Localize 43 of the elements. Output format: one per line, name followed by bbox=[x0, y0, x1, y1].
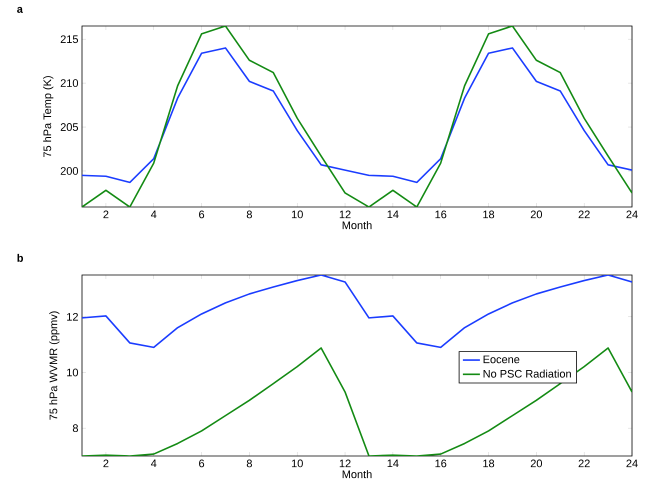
legend-label: No PSC Radiation bbox=[484, 370, 571, 378]
x-tick-label: 14 bbox=[388, 460, 399, 468]
y-axis-title: 75 hPa Temp (K) bbox=[43, 76, 54, 158]
line-series bbox=[82, 47, 632, 184]
y-tick-label: 12 bbox=[67, 312, 78, 321]
x-tick-label: 8 bbox=[246, 210, 252, 218]
y-tick-label: 8 bbox=[72, 424, 78, 432]
y-tick-label: 200 bbox=[60, 167, 78, 175]
x-axis-title: Month bbox=[342, 470, 372, 478]
x-tick-label: 24 bbox=[626, 210, 638, 218]
x-tick-label: 6 bbox=[199, 460, 204, 468]
x-tick-label: 20 bbox=[530, 460, 542, 468]
x-tick-label: 22 bbox=[578, 210, 590, 218]
x-tick-label: 4 bbox=[150, 210, 156, 218]
x-tick-label: 18 bbox=[483, 210, 494, 218]
x-tick-label: 2 bbox=[103, 460, 108, 468]
x-tick-label: 20 bbox=[530, 210, 542, 218]
x-tick-label: 10 bbox=[292, 460, 303, 468]
x-tick-label: 14 bbox=[388, 210, 399, 218]
x-tick-label: 16 bbox=[435, 460, 446, 468]
x-tick-label: 6 bbox=[199, 210, 204, 218]
x-tick-label: 16 bbox=[435, 210, 446, 218]
x-tick-label: 12 bbox=[340, 210, 351, 218]
x-tick-label: 18 bbox=[483, 460, 494, 468]
line-series bbox=[82, 275, 632, 348]
legend-label: Eocene bbox=[484, 356, 520, 364]
chart-title: a bbox=[17, 6, 23, 13]
x-axis-title: Month bbox=[342, 221, 372, 230]
x-tick-label: 22 bbox=[578, 460, 590, 468]
x-tick-label: 24 bbox=[626, 460, 638, 468]
line-series bbox=[82, 26, 632, 208]
y-axis-title: 75 hPa WVMR (ppmv) bbox=[49, 311, 60, 420]
x-tick-label: 4 bbox=[150, 460, 156, 468]
x-tick-label: 10 bbox=[292, 210, 303, 218]
chart-title: b bbox=[17, 254, 24, 262]
x-tick-label: 8 bbox=[246, 460, 252, 468]
y-tick-label: 205 bbox=[60, 123, 78, 131]
y-tick-label: 210 bbox=[60, 79, 78, 87]
x-tick-label: 2 bbox=[103, 210, 108, 218]
line-series bbox=[82, 347, 632, 456]
x-tick-label: 12 bbox=[340, 460, 351, 468]
y-tick-label: 10 bbox=[67, 368, 78, 376]
y-tick-label: 215 bbox=[60, 35, 78, 44]
